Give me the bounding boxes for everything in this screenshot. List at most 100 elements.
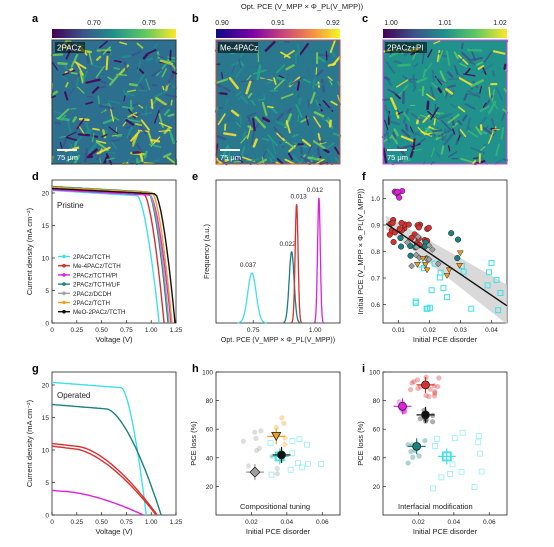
map-grain [467,129,479,138]
map-grain [292,155,300,163]
map-grain [436,49,441,63]
map-grain [88,50,93,66]
scatter-point [318,461,325,467]
map-grain [254,116,266,129]
scalebar-label-a: 75 μm [57,153,78,162]
scalebar-label-b: 75 μm [220,153,241,162]
cbar-tick-c-0: 1.00 [384,20,398,27]
panel-letter-c: c [362,13,368,25]
panel-b: b 0.90 0.91 0.92 Me-4PACz 75 μm [192,13,342,166]
map-grain [273,79,285,90]
scatter-point [412,251,420,259]
map-grain [334,146,340,155]
scatter-point [423,374,429,380]
map-grain [121,105,134,110]
scatter-point [423,305,430,312]
chart-h: 0.02 0.04 0.06 20 40 60 80 100 Initial PCE disor… [189,370,341,536]
mean-marker [441,451,452,462]
map-grain [251,99,256,106]
map-grain [119,41,128,45]
map-grain [76,63,84,76]
map-grain [250,147,258,158]
chart-h-ylabel: PCE loss (%) [189,421,198,466]
chart-d-xtick-label: 0.50 [95,327,108,334]
mean-marker [421,410,430,420]
map-grain [285,104,298,110]
map-grain [413,63,419,68]
scatter-point [274,471,280,477]
chart-d-xtick-label: 0 [50,327,54,334]
chart-d-ytick-label: 20 [42,191,50,198]
mean-marker [398,401,407,411]
map-grain [143,150,148,159]
map-grain [284,71,291,85]
map-grain [166,156,177,165]
panel-letter-e: e [192,171,198,183]
map-grain [221,72,223,79]
scatter-point [431,393,438,399]
map-grain [96,153,101,161]
map-grain [435,77,448,84]
map-grain [158,103,170,111]
scatter-point [447,471,454,477]
map-grain [123,158,131,165]
map-grain [106,157,115,161]
map-grain [312,140,326,150]
chart-i-xtick-label: 0.04 [448,519,461,526]
map-grain [91,86,100,94]
map-grain [471,160,477,165]
map-grain [452,121,459,128]
map-grain [122,121,127,127]
map-grain [412,74,417,90]
map-grain [57,108,70,120]
map-grain [323,148,330,154]
scatter-point [425,242,433,249]
chart-d-ytick-label: 10 [42,256,50,263]
map-grain [95,65,105,79]
map-grain [59,135,67,138]
map-grain [273,126,284,138]
map-grain [448,77,460,81]
colorbar-c [383,29,507,38]
map-grain [148,143,162,148]
map-frame [51,39,177,165]
map-grain [134,122,143,127]
map-grain [65,136,78,142]
map-grain [257,98,266,101]
scatter-point [245,463,252,469]
map-grain [51,61,59,71]
chart-i-ytick-label: 40 [373,455,381,462]
legend-marker [62,254,66,259]
map-grain [70,107,77,110]
histogram-width-label: 0.022 [279,241,296,248]
scatter-point [389,220,396,227]
chart-g-xtick-label: 1.00 [145,519,158,526]
map-grain [70,54,79,68]
map-grain [330,100,338,106]
map-grain [334,118,339,129]
map-grain [331,55,341,66]
map-grain [299,43,309,56]
map-grain [274,120,287,127]
chart-h-xtick-label: 0.04 [281,519,294,526]
map-grain [402,159,412,163]
map-grain [480,63,493,73]
map-grain [231,62,238,67]
scatter-point [295,460,301,467]
map-grain [465,68,471,75]
map-label-c-bg [385,42,427,53]
chart-g: 0 0.25 0.50 0.75 1.00 1.25 0 5 10 15 20 Voltage (V)… [25,371,183,536]
chart-h-xlabel: Initial PCE disorder [246,527,311,536]
map-grain [247,92,253,99]
chart-i-ytick-label: 20 [373,484,381,491]
map-grain [310,91,316,104]
legend-item: Me-4PACz/TCTH [73,263,121,270]
map-grain [237,94,243,101]
map-grain [250,157,260,163]
jv-curve-red [51,442,158,516]
jv-curve-MeO-2PACz/TCTH [51,187,176,324]
map-grain [268,91,281,101]
cbar-tick-a-1: 0.75 [142,20,156,27]
chart-g-xtick-label: 0.25 [70,519,83,526]
chart-f-ytick-label: 1.0 [371,196,380,203]
